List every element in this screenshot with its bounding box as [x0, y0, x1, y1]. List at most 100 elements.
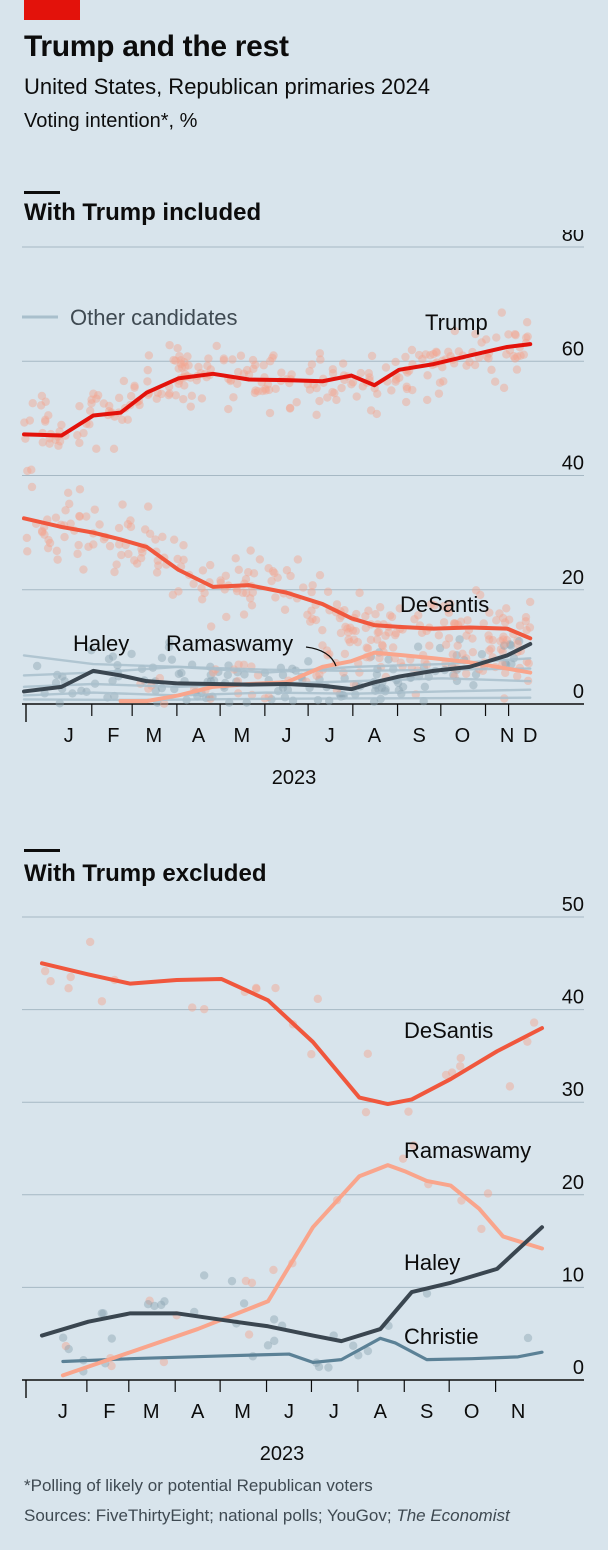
- poll-dot: [36, 401, 46, 410]
- poll-dot: [136, 553, 146, 563]
- poll-dot: [505, 1082, 515, 1091]
- poll-dot: [444, 634, 454, 643]
- poll-dot: [367, 351, 377, 361]
- poll-dot: [361, 623, 370, 633]
- poll-dot: [114, 523, 124, 533]
- poll-dot: [253, 387, 263, 396]
- poll-dot: [239, 1299, 249, 1308]
- poll-dot: [239, 660, 249, 669]
- poll-dot: [439, 377, 448, 386]
- poll-dot: [426, 351, 435, 360]
- poll-dot: [127, 649, 136, 659]
- poll-dot: [249, 569, 259, 578]
- poll-dot: [344, 635, 353, 644]
- poll-dot: [315, 670, 324, 679]
- year-label: 2023: [260, 1443, 305, 1465]
- poll-dot: [152, 394, 161, 403]
- poll-dot: [352, 609, 361, 619]
- poll-dot: [231, 554, 240, 563]
- poll-dot: [169, 535, 179, 544]
- poll-dot: [449, 670, 458, 680]
- poll-dot: [271, 983, 280, 993]
- poll-dot: [450, 618, 459, 628]
- poll-dot: [507, 659, 516, 669]
- poll-dot: [522, 318, 532, 327]
- poll-dot: [377, 640, 387, 650]
- poll-dot: [64, 1344, 73, 1354]
- poll-dot: [487, 365, 496, 375]
- poll-dot: [227, 1276, 237, 1286]
- poll-dot: [311, 615, 321, 625]
- poll-dot: [92, 394, 101, 403]
- poll-dot: [308, 581, 317, 590]
- poll-dot: [156, 1300, 166, 1310]
- panel-title-included: With Trump included: [24, 199, 262, 226]
- poll-dot: [492, 616, 501, 625]
- poll-dot: [485, 608, 494, 617]
- poll-dot: [268, 353, 277, 363]
- poll-dot: [450, 619, 459, 628]
- poll-dot: [499, 383, 509, 393]
- poll-dot: [375, 603, 385, 612]
- series-label-trump: Trump: [425, 310, 488, 335]
- poll-dot: [109, 444, 119, 454]
- poll-dot: [398, 1154, 408, 1163]
- poll-dot: [79, 565, 88, 574]
- poll-dot: [484, 631, 493, 640]
- poll-dot: [304, 657, 313, 666]
- poll-dot: [397, 689, 406, 699]
- poll-dot: [241, 574, 251, 584]
- poll-dot: [345, 637, 355, 647]
- x-tick-label: M: [234, 1401, 251, 1423]
- poll-dot: [361, 1107, 371, 1117]
- poll-dot: [513, 636, 522, 645]
- chart-unit: Voting intention*, %: [24, 110, 198, 132]
- poll-dot: [234, 565, 244, 575]
- poll-dot: [391, 357, 400, 367]
- poll-dot: [45, 439, 54, 448]
- poll-dot: [341, 622, 350, 631]
- poll-dot: [73, 431, 82, 440]
- poll-dot: [144, 351, 154, 360]
- poll-dot: [308, 614, 317, 624]
- poll-dot: [223, 670, 232, 680]
- poll-dot: [239, 369, 248, 378]
- poll-dot: [510, 329, 520, 339]
- poll-dot: [484, 354, 493, 363]
- poll-dot: [306, 617, 315, 626]
- poll-dot: [79, 428, 88, 438]
- poll-dot: [66, 972, 75, 982]
- poll-dot: [441, 640, 451, 649]
- poll-dot: [177, 363, 187, 372]
- poll-dot: [381, 363, 391, 372]
- poll-dot: [85, 420, 94, 429]
- poll-dot: [287, 370, 296, 379]
- poll-dot: [358, 382, 368, 391]
- poll-dot: [32, 661, 42, 671]
- poll-dot: [150, 1301, 159, 1311]
- poll-dot: [458, 649, 467, 659]
- poll-dot: [58, 1333, 68, 1342]
- poll-dot: [481, 335, 491, 344]
- poll-dot: [143, 1300, 153, 1309]
- poll-dot: [305, 385, 315, 394]
- poll-dot: [152, 568, 162, 577]
- poll-dot: [361, 612, 370, 621]
- poll-dot: [496, 645, 506, 654]
- sources: Sources: FiveThirtyEight; national polls…: [24, 1506, 510, 1526]
- poll-dot: [344, 628, 353, 637]
- poll-dot: [407, 345, 417, 355]
- y-tick-label: 0: [573, 681, 584, 703]
- poll-dot: [510, 354, 520, 363]
- x-tick-label: A: [191, 1401, 205, 1423]
- poll-dot: [242, 365, 252, 375]
- poll-dot: [251, 386, 260, 395]
- y-tick-label: 80: [562, 230, 584, 246]
- poll-dot: [388, 643, 398, 652]
- poll-dot: [265, 357, 275, 366]
- poll-dot: [165, 389, 174, 398]
- poll-dot: [117, 550, 126, 560]
- poll-dot: [236, 351, 246, 360]
- poll-dot: [431, 347, 441, 356]
- poll-dot: [55, 699, 64, 708]
